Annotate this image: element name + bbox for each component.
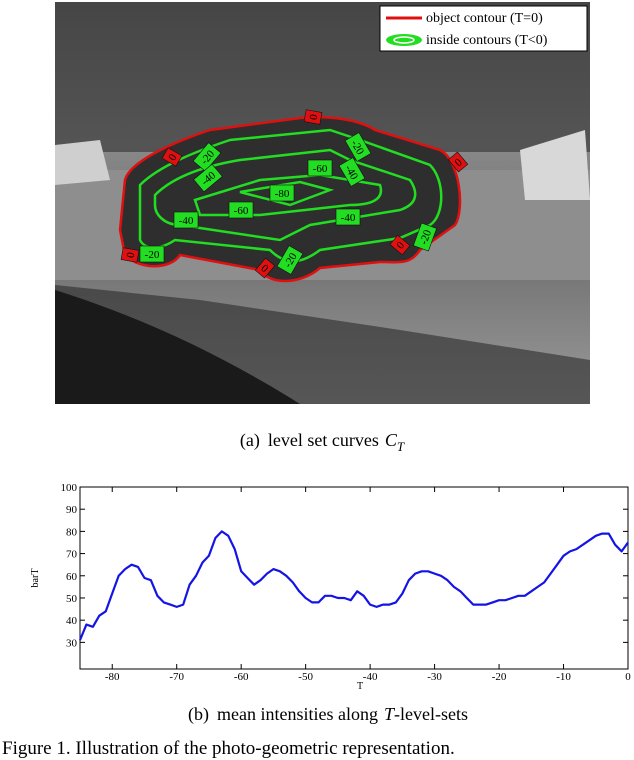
caption-label: (a) bbox=[240, 430, 260, 451]
label-text: 0 bbox=[125, 251, 138, 259]
contour-label: -20 bbox=[344, 132, 372, 162]
caption-subscript: T bbox=[397, 439, 405, 454]
data-line bbox=[78, 530, 629, 641]
contour-label: -20 bbox=[139, 245, 165, 263]
x-tick-label: -50 bbox=[298, 671, 313, 683]
contour-label: -80 bbox=[269, 184, 295, 202]
caption-text: mean intensities along bbox=[217, 704, 378, 724]
y-tick-label: 90 bbox=[66, 504, 78, 516]
contour-label: -60 bbox=[307, 159, 333, 177]
caption-text: level set curves bbox=[268, 430, 379, 450]
label-text: -20 bbox=[145, 249, 160, 261]
plot-frame bbox=[79, 486, 629, 670]
label-box bbox=[335, 208, 361, 226]
caption-symbol: T bbox=[384, 704, 396, 724]
label-box bbox=[161, 147, 183, 167]
x-tick-label: -60 bbox=[234, 671, 249, 683]
label-box bbox=[303, 109, 323, 125]
contour-label: 0 bbox=[120, 247, 140, 263]
label-box bbox=[193, 163, 223, 193]
label-box bbox=[307, 159, 333, 177]
contour-label: 0 bbox=[161, 147, 183, 167]
label-box bbox=[344, 132, 372, 162]
contour-label: 0 bbox=[447, 151, 469, 173]
label-box bbox=[276, 245, 304, 275]
caption-label: (b) bbox=[188, 704, 209, 725]
contour-label: -20 bbox=[412, 222, 438, 252]
legend-label: inside contours (T<0) bbox=[426, 33, 548, 48]
y-tick-label: 80 bbox=[66, 526, 78, 538]
y-axis-label: barT bbox=[30, 569, 41, 588]
caption-a: (a) level set curves CT bbox=[240, 430, 405, 454]
y-tick-label: 40 bbox=[66, 615, 78, 627]
contour-label: -60 bbox=[228, 201, 254, 219]
y-tick-label: 50 bbox=[66, 593, 78, 605]
label-box bbox=[120, 247, 140, 263]
chart: -80 -70 -60 -50 -40 -30 -20 -10 0 30 40 50 60 70 80 90 1… bbox=[30, 482, 631, 692]
y-tick-label: 70 bbox=[66, 549, 78, 561]
contour-label: 0 bbox=[389, 234, 411, 256]
x-tick-label: -70 bbox=[169, 671, 184, 683]
label-box bbox=[338, 157, 366, 187]
x-tick-label: -40 bbox=[363, 671, 378, 683]
y-tick-label: 60 bbox=[66, 571, 78, 583]
label-box bbox=[228, 201, 254, 219]
label-box bbox=[173, 211, 199, 229]
y-tick-label: 100 bbox=[61, 482, 78, 494]
x-tick-label: -30 bbox=[427, 671, 442, 683]
caption-b: (b) mean intensities along T-level-sets bbox=[188, 704, 468, 725]
label-box bbox=[269, 184, 295, 202]
label-text: -20 bbox=[418, 228, 434, 246]
label-text: -80 bbox=[275, 188, 290, 200]
contour-label: -40 bbox=[193, 163, 223, 193]
label-text: 0 bbox=[308, 113, 321, 121]
contour-label: -40 bbox=[335, 208, 361, 226]
contour-label: 0 bbox=[254, 257, 276, 279]
figure-caption: Figure 1. Illustration of the photo-geom… bbox=[2, 738, 455, 759]
legend-label: object contour (T=0) bbox=[426, 11, 543, 26]
caption-suffix: -level-sets bbox=[394, 704, 468, 724]
x-axis-label: T bbox=[357, 681, 363, 692]
x-tick-label: -20 bbox=[492, 671, 507, 683]
x-tick-label: 0 bbox=[625, 671, 631, 683]
label-box bbox=[192, 142, 222, 172]
label-box bbox=[447, 151, 469, 173]
contour-label: -20 bbox=[192, 142, 222, 172]
label-text: -40 bbox=[179, 215, 194, 227]
label-text: -40 bbox=[341, 212, 356, 224]
label-box bbox=[412, 222, 438, 252]
label-box bbox=[389, 234, 411, 256]
contour-label: -40 bbox=[338, 157, 366, 187]
label-box bbox=[254, 257, 276, 279]
label-text: -60 bbox=[313, 163, 328, 175]
contour-label: 0 bbox=[303, 109, 323, 125]
contour-label: -40 bbox=[173, 211, 199, 229]
label-text: 0 bbox=[166, 152, 179, 163]
x-tick-label: -10 bbox=[556, 671, 571, 683]
label-box bbox=[139, 245, 165, 263]
y-tick-label: 30 bbox=[66, 637, 78, 649]
contour-label: -20 bbox=[276, 245, 304, 275]
caption-symbol: C bbox=[385, 430, 398, 450]
label-text: -60 bbox=[234, 205, 249, 217]
x-tick-label: -80 bbox=[105, 671, 120, 683]
